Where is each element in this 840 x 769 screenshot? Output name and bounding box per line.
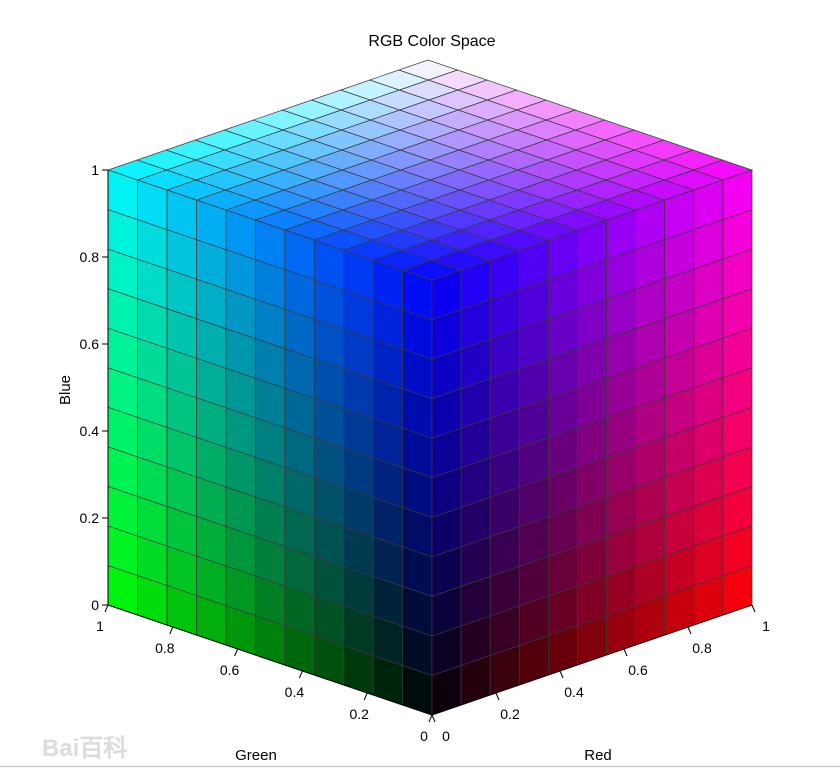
green-tick-label: 0.6: [220, 662, 240, 678]
green-axis-line: [107, 604, 433, 716]
green-axis-tick: [169, 626, 174, 635]
red-tick-label: 0.6: [628, 662, 648, 678]
red-tick-label: 0.8: [692, 640, 712, 656]
red-tick-label: 1: [762, 618, 770, 634]
axis-label-blue: Blue: [57, 375, 74, 405]
blue-tick-label: 1: [91, 162, 99, 178]
blue-tick-label: 0.2: [80, 510, 100, 526]
green-axis-tick: [234, 648, 239, 657]
blue-tick-label: 0.4: [80, 423, 100, 439]
blue-tick-label: 0.6: [80, 336, 100, 352]
cube-cell-red-blue: [722, 169, 753, 221]
cube-cell-top: [397, 59, 459, 81]
green-tick-label: 0: [420, 728, 428, 744]
green-tick-label: 0.4: [285, 684, 305, 700]
red-axis-line: [431, 604, 753, 716]
red-tick-label: 0.2: [500, 706, 520, 722]
axis-label-green: Green: [235, 747, 277, 764]
axis-label-red: Red: [584, 747, 612, 764]
chart-title: RGB Color Space: [368, 33, 495, 50]
red-axis-tick: [559, 670, 564, 679]
bottom-divider: [0, 766, 840, 767]
red-tick-label: 0.4: [564, 684, 584, 700]
blue-tick-label: 0: [91, 597, 99, 613]
watermark: Bai百科: [42, 735, 127, 762]
blue-tick-label: 0.8: [80, 249, 100, 265]
cube-faces: [106, 59, 754, 716]
green-axis-tick: [104, 604, 109, 613]
red-axis-tick: [495, 692, 500, 701]
green-tick-label: 0.2: [349, 706, 369, 722]
cube-axes: 0 0.2 0.4 0.6 0.8 1 0 0.2 0.4 0.6 0.8 1 0 0.2 0.4 0.6 0.…: [80, 162, 771, 744]
green-tick-label: 0.8: [155, 640, 175, 656]
green-tick-label: 1: [96, 618, 104, 634]
red-tick-label: 0: [442, 728, 450, 744]
green-axis-tick: [298, 670, 303, 679]
red-axis-tick: [687, 626, 692, 635]
green-axis-tick: [428, 714, 433, 723]
red-axis-tick: [623, 648, 628, 657]
green-axis-tick: [363, 692, 368, 701]
red-axis-tick: [431, 714, 436, 723]
red-axis-tick: [751, 604, 756, 613]
